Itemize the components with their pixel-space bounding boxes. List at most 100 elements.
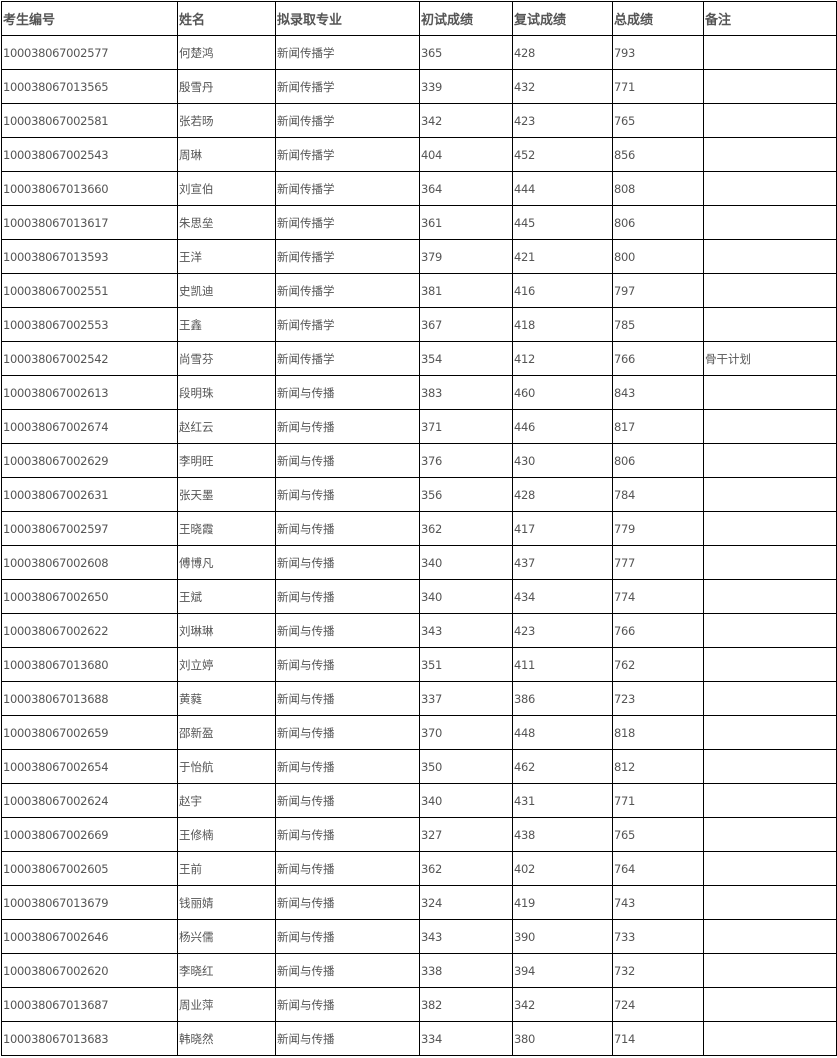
cell-name: 尚雪芬 [177, 341, 276, 376]
cell-prelim-score: 337 [419, 681, 513, 716]
table-row: 100038067002659 邵新盈 新闻与传播 370 448 818 [1, 715, 837, 750]
cell-major: 新闻与传播 [275, 647, 420, 682]
cell-major: 新闻与传播 [275, 443, 420, 478]
cell-retest-score: 411 [512, 647, 613, 682]
cell-total-score: 784 [612, 477, 704, 512]
cell-major: 新闻与传播 [275, 953, 420, 988]
cell-prelim-score: 370 [419, 715, 513, 750]
cell-retest-score: 423 [512, 103, 613, 138]
cell-prelim-score: 379 [419, 239, 513, 274]
table-row: 100038067002553 王鑫 新闻传播学 367 418 785 [1, 307, 837, 342]
cell-remark [703, 443, 837, 478]
cell-prelim-score: 371 [419, 409, 513, 444]
table-row: 100038067013617 朱思垒 新闻传播学 361 445 806 [1, 205, 837, 240]
cell-total-score: 808 [612, 171, 704, 206]
cell-remark: 骨干计划 [703, 341, 837, 376]
cell-retest-score: 342 [512, 987, 613, 1022]
cell-major: 新闻传播学 [275, 307, 420, 342]
cell-retest-score: 444 [512, 171, 613, 206]
cell-name: 王晓霞 [177, 511, 276, 546]
cell-retest-score: 402 [512, 851, 613, 886]
cell-candidate-id: 100038067002669 [1, 817, 178, 852]
table-row: 100038067013683 韩晓然 新闻与传播 334 380 714 [1, 1021, 837, 1056]
cell-total-score: 765 [612, 817, 704, 852]
cell-candidate-id: 100038067013565 [1, 69, 178, 104]
table-row: 100038067013593 王洋 新闻传播学 379 421 800 [1, 239, 837, 274]
table-row: 100038067013687 周业萍 新闻与传播 382 342 724 [1, 987, 837, 1022]
cell-prelim-score: 364 [419, 171, 513, 206]
cell-name: 朱思垒 [177, 205, 276, 240]
cell-major: 新闻与传播 [275, 477, 420, 512]
cell-candidate-id: 100038067013687 [1, 987, 178, 1022]
header-name: 姓名 [177, 1, 276, 36]
cell-major: 新闻与传播 [275, 1021, 420, 1056]
cell-name: 王洋 [177, 239, 276, 274]
cell-prelim-score: 334 [419, 1021, 513, 1056]
cell-retest-score: 417 [512, 511, 613, 546]
cell-retest-score: 412 [512, 341, 613, 376]
cell-total-score: 764 [612, 851, 704, 886]
cell-name: 杨兴儒 [177, 919, 276, 954]
cell-major: 新闻与传播 [275, 409, 420, 444]
cell-candidate-id: 100038067002577 [1, 35, 178, 70]
cell-candidate-id: 100038067002622 [1, 613, 178, 648]
table-row: 100038067002577 何楚鸿 新闻传播学 365 428 793 [1, 35, 837, 70]
cell-retest-score: 445 [512, 205, 613, 240]
cell-prelim-score: 340 [419, 545, 513, 580]
table-row: 100038067002620 李晓红 新闻与传播 338 394 732 [1, 953, 837, 988]
cell-name: 钱丽婧 [177, 885, 276, 920]
table-row: 100038067002543 周琳 新闻传播学 404 452 856 [1, 137, 837, 172]
cell-remark [703, 103, 837, 138]
cell-candidate-id: 100038067002597 [1, 511, 178, 546]
cell-remark [703, 307, 837, 342]
cell-remark [703, 681, 837, 716]
cell-candidate-id: 100038067013617 [1, 205, 178, 240]
cell-remark [703, 953, 837, 988]
cell-name: 邵新盈 [177, 715, 276, 750]
cell-remark [703, 69, 837, 104]
cell-name: 李晓红 [177, 953, 276, 988]
cell-retest-score: 386 [512, 681, 613, 716]
cell-total-score: 743 [612, 885, 704, 920]
table-row: 100038067002605 王前 新闻与传播 362 402 764 [1, 851, 837, 886]
cell-major: 新闻与传播 [275, 783, 420, 818]
cell-retest-score: 419 [512, 885, 613, 920]
cell-remark [703, 205, 837, 240]
cell-candidate-id: 100038067002605 [1, 851, 178, 886]
cell-remark [703, 987, 837, 1022]
cell-prelim-score: 343 [419, 919, 513, 954]
cell-remark [703, 239, 837, 274]
cell-retest-score: 452 [512, 137, 613, 172]
cell-candidate-id: 100038067002551 [1, 273, 178, 308]
cell-candidate-id: 100038067002659 [1, 715, 178, 750]
cell-retest-score: 438 [512, 817, 613, 852]
cell-total-score: 777 [612, 545, 704, 580]
cell-total-score: 766 [612, 341, 704, 376]
header-total-score: 总成绩 [612, 1, 704, 36]
cell-name: 张若旸 [177, 103, 276, 138]
cell-total-score: 766 [612, 613, 704, 648]
cell-name: 殷雪丹 [177, 69, 276, 104]
cell-remark [703, 749, 837, 784]
cell-name: 张天墨 [177, 477, 276, 512]
cell-major: 新闻与传播 [275, 511, 420, 546]
cell-major: 新闻传播学 [275, 273, 420, 308]
cell-retest-score: 428 [512, 35, 613, 70]
cell-candidate-id: 100038067013593 [1, 239, 178, 274]
cell-name: 于怡航 [177, 749, 276, 784]
cell-total-score: 806 [612, 205, 704, 240]
cell-remark [703, 477, 837, 512]
cell-total-score: 800 [612, 239, 704, 274]
cell-candidate-id: 100038067002624 [1, 783, 178, 818]
cell-candidate-id: 100038067002542 [1, 341, 178, 376]
cell-total-score: 812 [612, 749, 704, 784]
cell-prelim-score: 367 [419, 307, 513, 342]
cell-retest-score: 462 [512, 749, 613, 784]
cell-major: 新闻与传播 [275, 579, 420, 614]
cell-remark [703, 511, 837, 546]
cell-prelim-score: 342 [419, 103, 513, 138]
cell-major: 新闻传播学 [275, 239, 420, 274]
cell-total-score: 797 [612, 273, 704, 308]
table-row: 100038067013679 钱丽婧 新闻与传播 324 419 743 [1, 885, 837, 920]
table-row: 100038067002581 张若旸 新闻传播学 342 423 765 [1, 103, 837, 138]
